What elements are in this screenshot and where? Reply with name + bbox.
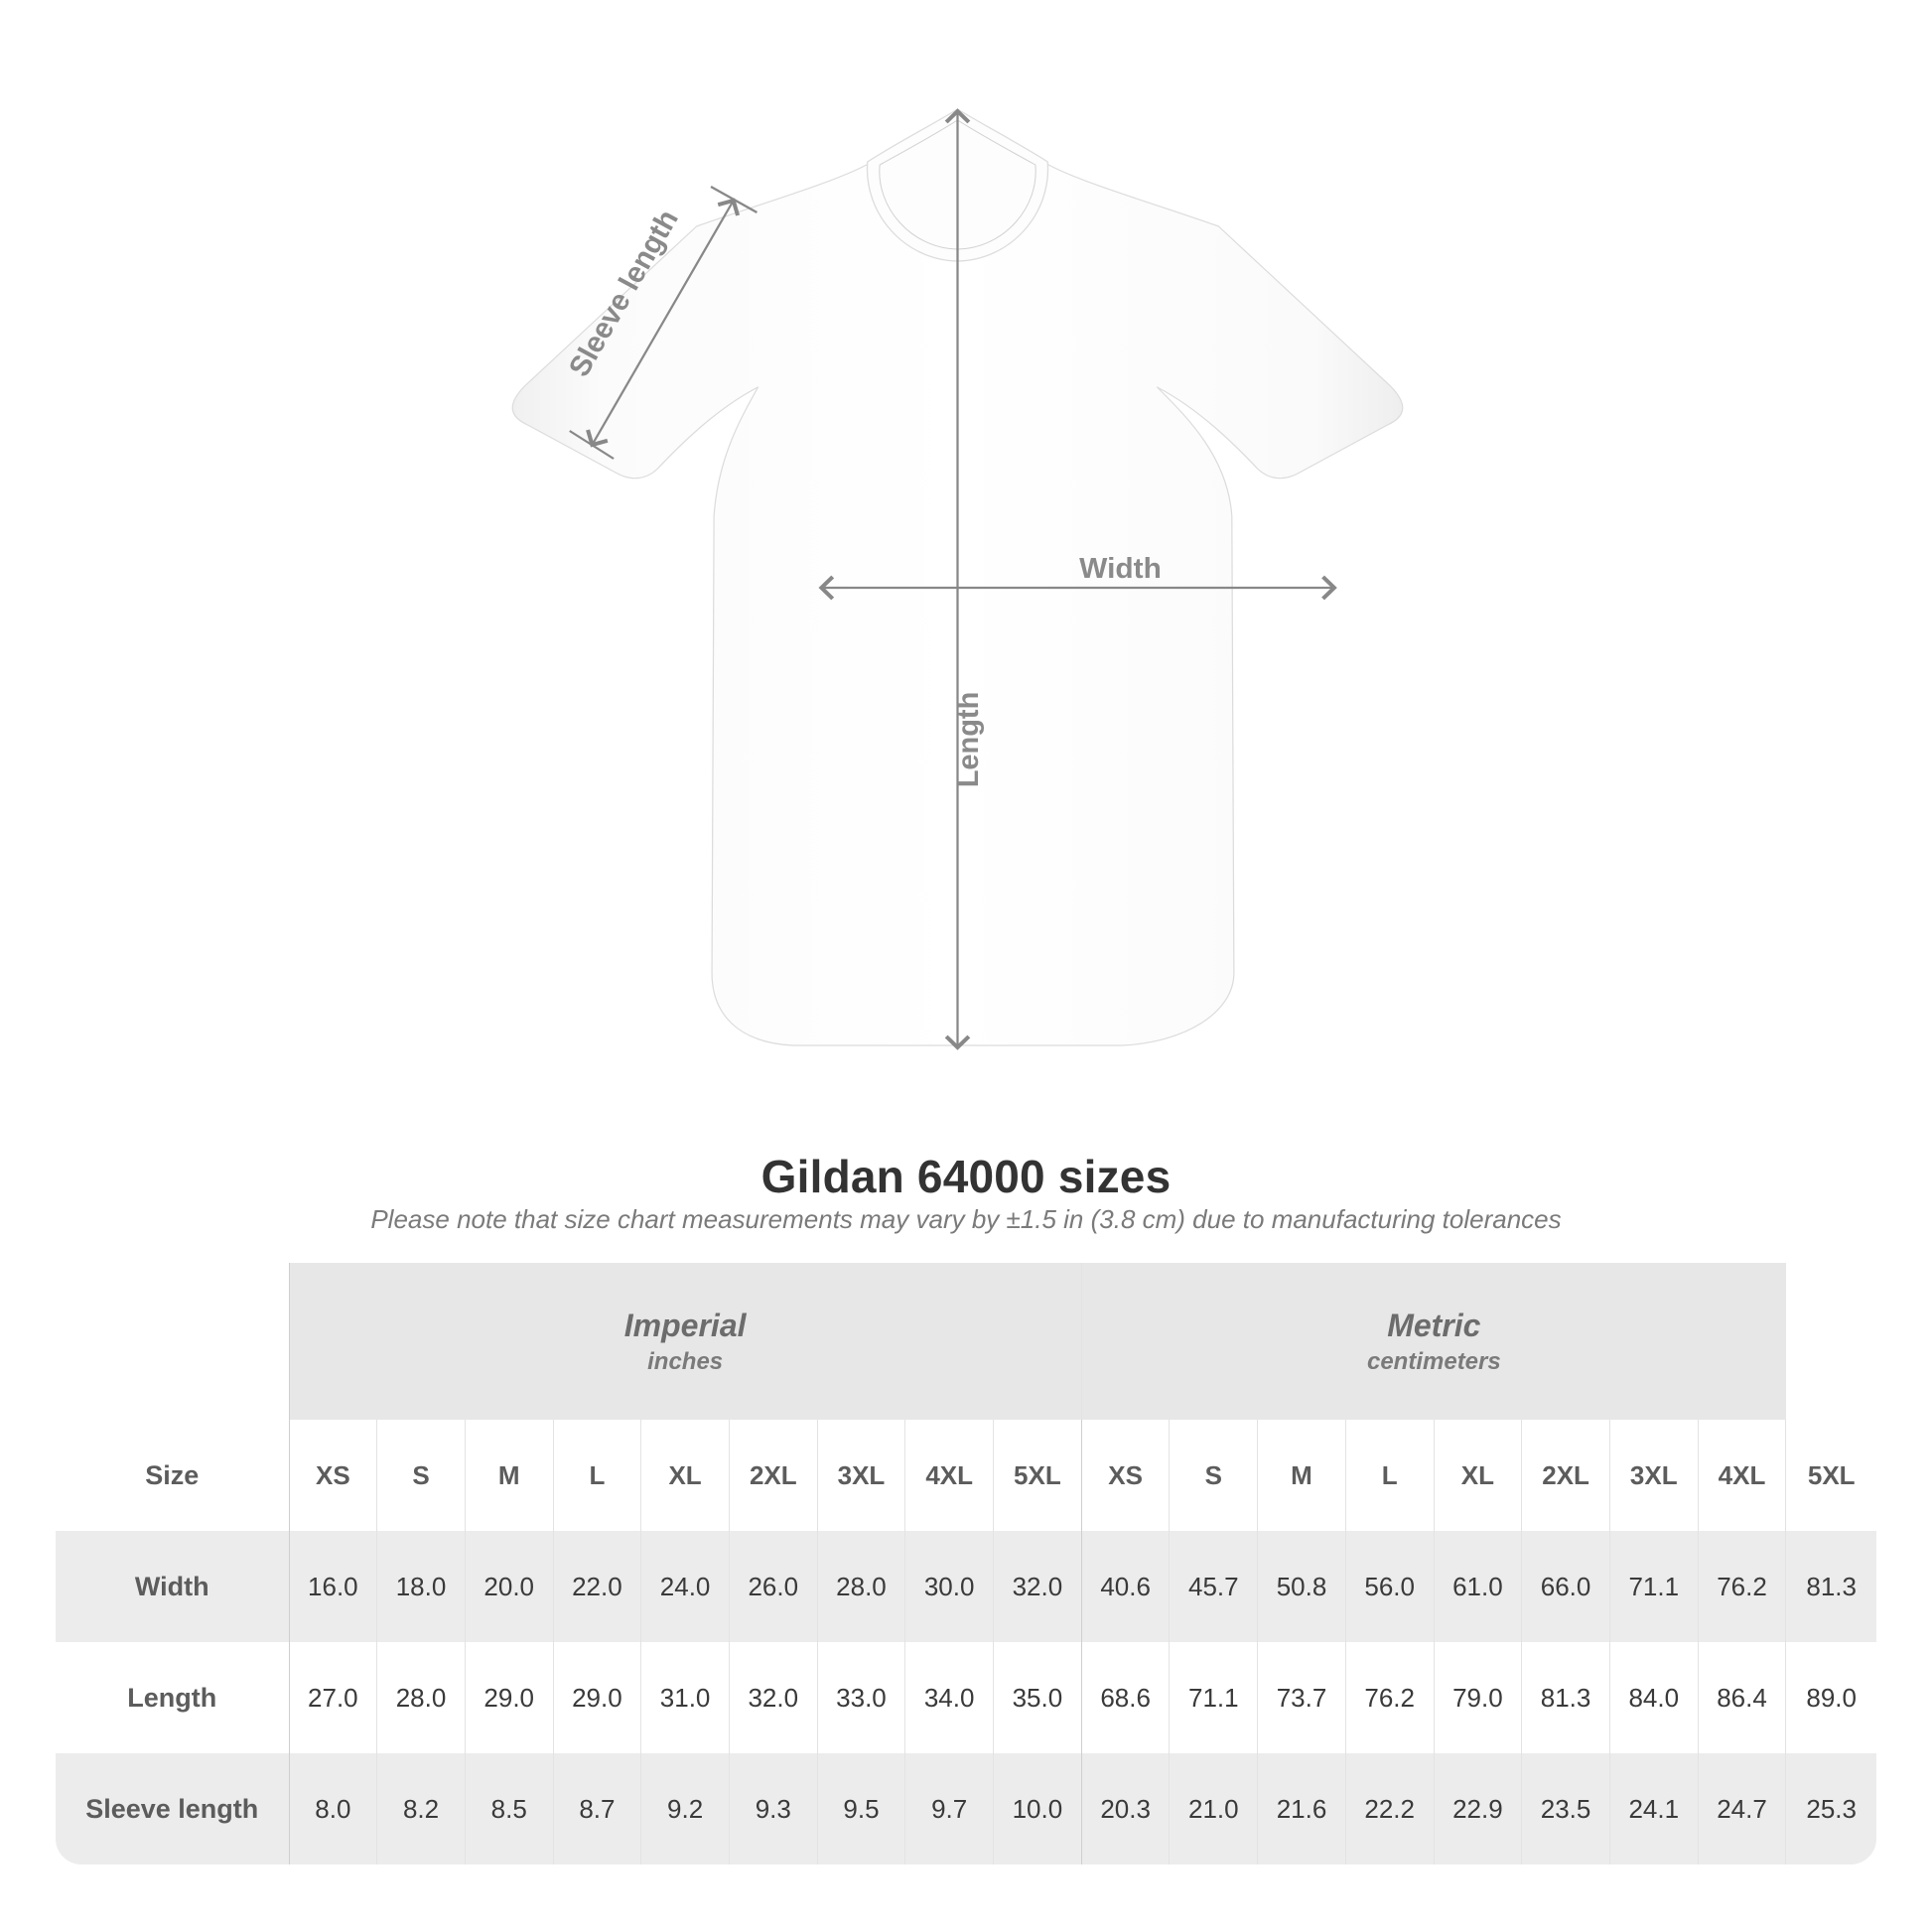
svg-text:Length: Length bbox=[952, 692, 985, 788]
svg-text:Width: Width bbox=[1079, 552, 1162, 584]
